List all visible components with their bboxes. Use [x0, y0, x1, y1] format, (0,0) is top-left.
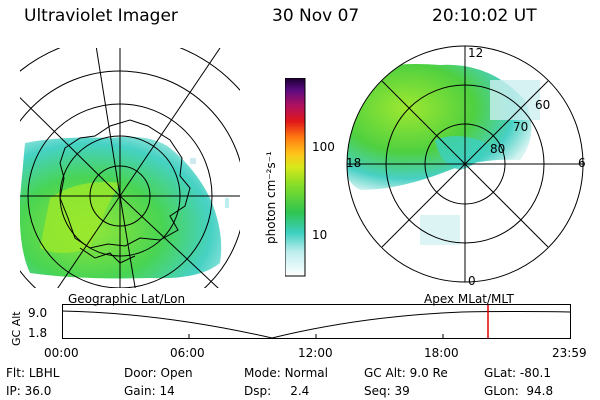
info-gc-alt: GC Alt: 9.0 Re — [364, 366, 448, 380]
info-flt: Flt: LBHL — [6, 366, 60, 380]
mlat-label-60: 60 — [535, 98, 551, 112]
apex-polar-map — [346, 45, 584, 283]
info-dsp: Dsp: 2.4 — [244, 384, 310, 398]
info-gain: Gain: 14 — [124, 384, 175, 398]
xtick-0600: 06:00 — [170, 346, 205, 360]
xtick-2359: 23:59 — [552, 346, 587, 360]
mlt-label-12: 12 — [468, 46, 484, 60]
info-glat: GLat: -80.1 — [484, 366, 551, 380]
xtick-0000: 00:00 — [44, 346, 79, 360]
color-bar — [285, 78, 306, 277]
xtick-1200: 12:00 — [298, 346, 333, 360]
colorbar-tick-100: 100 — [312, 140, 335, 154]
mlt-label-0: 0 — [468, 274, 476, 288]
altitude-plot — [62, 304, 571, 339]
colorbar-tick-10: 10 — [312, 228, 328, 242]
apex-map-title: Apex MLat/MLT — [424, 292, 514, 306]
info-mode: Mode: Normal — [244, 366, 328, 380]
info-seq: Seq: 39 — [364, 384, 410, 398]
geographic-map-title: Geographic Lat/Lon — [68, 292, 186, 306]
geographic-map — [20, 48, 240, 288]
time-label: 20:10:02 UT — [432, 6, 537, 26]
altitude-ytick-bottom: 1.8 — [28, 326, 48, 340]
instrument-title: Ultraviolet Imager — [24, 6, 178, 26]
info-door: Door: Open — [124, 366, 193, 380]
colorbar-unit-label: photon cm⁻²s⁻¹ — [264, 151, 278, 244]
altitude-ytick-top: 9.0 — [28, 306, 48, 320]
info-ip: IP: 36.0 — [6, 384, 52, 398]
mlat-label-70: 70 — [513, 120, 529, 134]
xtick-1800: 18:00 — [424, 346, 459, 360]
mlt-label-18: 18 — [346, 156, 362, 170]
altitude-ylabel: GC Alt — [10, 311, 23, 346]
mlt-label-6: 6 — [578, 156, 586, 170]
info-glon: GLon: 94.8 — [484, 384, 554, 398]
date-label: 30 Nov 07 — [272, 6, 360, 26]
mlat-label-80: 80 — [490, 142, 506, 156]
